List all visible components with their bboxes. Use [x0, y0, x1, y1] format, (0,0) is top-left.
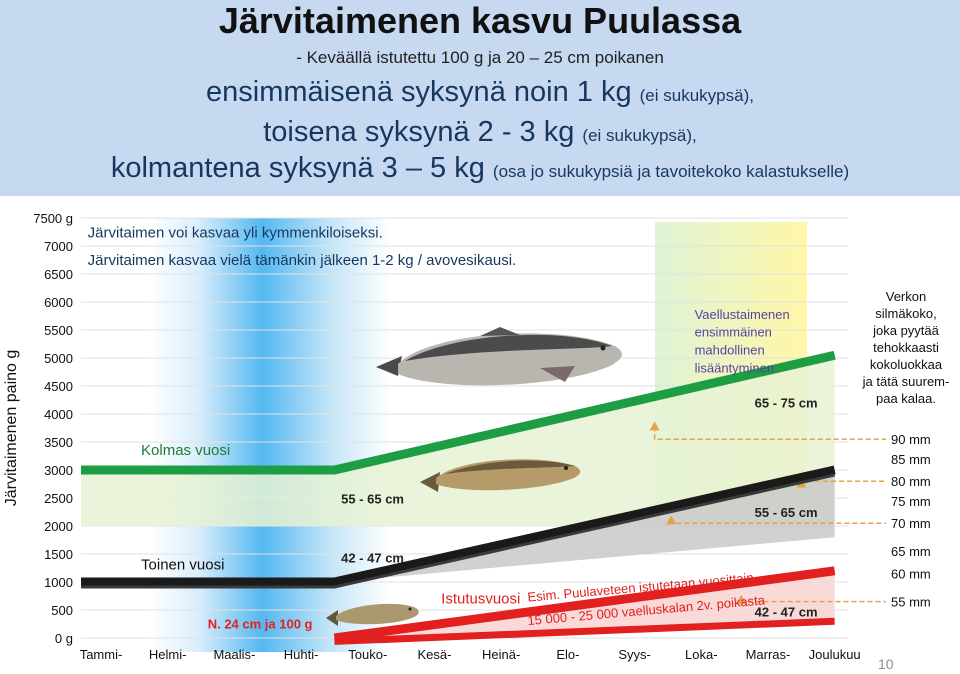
growth-line-3-note: (osa jo sukukypsiä ja tavoitekoko kalast…: [492, 162, 850, 181]
y-tick-label-8: 3500: [44, 435, 73, 450]
annotation-7: 55 - 65 cm: [755, 505, 818, 520]
y-tick-label-5: 5000: [44, 351, 73, 366]
growth-chart: 7500 g 7000 6500 6000 5500 5000 4500 4000 3500 30…: [3, 211, 950, 662]
mesh-size-2: 80 mm: [891, 474, 931, 489]
y-tick-label-3: 6000: [44, 295, 73, 310]
fish-medium-icon: [420, 459, 581, 492]
annotation-2: Kolmas vuosi: [141, 442, 230, 459]
annotation-15: mahdollinen: [695, 343, 765, 358]
annotation-5: 42 - 47 cm: [341, 550, 404, 565]
x-tick-label-0: Tammi-: [80, 647, 123, 662]
annotation-3: Toinen vuosi: [141, 557, 224, 574]
x-tick-label-5: Kesä-: [418, 647, 452, 662]
mesh-header-2: joka pyytää: [872, 323, 940, 338]
x-tick-label-3: Huhti-: [284, 647, 319, 662]
x-tick-label-1: Helmi-: [149, 647, 187, 662]
growth-line-2-note: (ei sukukypsä),: [582, 126, 697, 145]
annotation-6: 65 - 75 cm: [755, 395, 818, 410]
y-tick-label-15: 0 g: [55, 631, 73, 646]
growth-line-1-note: (ei sukukypsä),: [639, 86, 754, 105]
mesh-header-0: Verkon: [886, 289, 926, 304]
marker-triangle-0: [649, 421, 660, 431]
growth-line-3: kolmantena syksynä 3 – 5 kg (osa jo suku…: [0, 152, 960, 185]
x-tick-label-9: Loka-: [685, 647, 718, 662]
fish-small-icon: [326, 603, 419, 626]
slide-number: 10: [878, 656, 894, 672]
y-tick-label-14: 500: [51, 603, 73, 618]
mesh-header-4: kokoluokkaa: [870, 357, 943, 372]
mesh-header-1: silmäkoko,: [875, 306, 936, 321]
series-line-1: [81, 465, 836, 587]
mesh-connector-0: [653, 426, 886, 440]
marker-triangle-1: [666, 515, 677, 525]
annotation-1: Järvitaimen kasvaa vielä tämänkin jälkee…: [88, 252, 517, 269]
growth-line-2-main: toisena syksynä 2 - 3 kg: [263, 116, 575, 148]
marker-triangle-3: [736, 594, 747, 604]
growth-lines: [81, 350, 836, 645]
mesh-header-5: ja tätä suurem-: [862, 374, 950, 389]
x-tick-label-4: Touko-: [348, 647, 387, 662]
y-tick-label-9: 3000: [44, 463, 73, 478]
mesh-size-4: 70 mm: [891, 516, 931, 531]
annotation-14: ensimmäinen: [695, 325, 772, 340]
y-axis-label: Järvitaimenen paino g: [3, 350, 20, 507]
growth-line-1: ensimmäisenä syksynä noin 1 kg (ei sukuk…: [0, 76, 960, 109]
growth-line-2: toisena syksynä 2 - 3 kg (ei sukukypsä),: [0, 116, 960, 149]
y-tick-label-12: 1500: [44, 547, 73, 562]
y-tick-label-6: 4500: [44, 379, 73, 394]
growth-line-3-main: kolmantena syksynä 3 – 5 kg: [110, 152, 485, 184]
mesh-size-1: 85 mm: [891, 452, 931, 467]
mesh-size-5: 65 mm: [891, 544, 931, 559]
annotation-13: Vaellustaimenen: [695, 307, 790, 322]
y-tick-label-4: 5500: [44, 323, 73, 338]
y-tick-label-13: 1000: [44, 575, 73, 590]
fish-large-icon: [376, 327, 622, 386]
y-tick-label-10: 2500: [44, 491, 73, 506]
mesh-header-3: tehokkaasti: [873, 340, 939, 355]
annotation-16: lisääntyminen: [695, 361, 775, 376]
mesh-size-0: 90 mm: [891, 432, 931, 447]
y-tick-label-1: 7000: [44, 239, 73, 254]
x-tick-label-8: Syys-: [618, 647, 651, 662]
x-tick-label-7: Elo-: [556, 647, 579, 662]
x-tick-label-11: Joulukuu: [809, 647, 861, 662]
series-line-shadow: [81, 473, 835, 589]
mesh-size-6: 60 mm: [891, 567, 931, 582]
series-line-0: [81, 350, 836, 475]
series-line-2: [333, 566, 836, 643]
x-tick-label-2: Maalis-: [213, 647, 255, 662]
x-tick-label-10: Marras-: [746, 647, 791, 662]
mesh-size-3: 75 mm: [891, 494, 931, 509]
annotation-4: 55 - 65 cm: [341, 492, 404, 507]
series-line-red-lower: [334, 617, 835, 645]
y-tick-label-2: 6500: [44, 267, 73, 282]
y-tick-label-11: 2000: [44, 519, 73, 534]
y-tick-label-7: 4000: [44, 407, 73, 422]
mesh-legend: Verkon silmäkoko, joka pyytää tehokkaasti ko…: [862, 289, 950, 610]
y-tick-label-0: 7500 g: [33, 211, 73, 226]
mesh-size-7: 55 mm: [891, 595, 931, 610]
annotation-9: Istutusvuosi: [441, 590, 520, 607]
x-tick-label-6: Heinä-: [482, 647, 520, 662]
subtitle: - Keväällä istutettu 100 g ja 20 – 25 cm…: [296, 48, 664, 67]
band-year3: [81, 355, 835, 526]
header-banner: Järvitaimenen kasvu Puulassa - Keväällä …: [0, 0, 960, 196]
growth-line-1-main: ensimmäisenä syksynä noin 1 kg: [206, 76, 632, 108]
axes: 7500 g 7000 6500 6000 5500 5000 4500 4000 3500 30…: [3, 211, 861, 662]
annotation-0: Järvitaimen voi kasvaa yli kymmenkiloise…: [88, 225, 383, 242]
annotation-10: N. 24 cm ja 100 g: [208, 616, 313, 631]
annotation-8: 42 - 47 cm: [755, 605, 818, 620]
mesh-header-6: paa kalaa.: [876, 391, 936, 406]
page-title: Järvitaimenen kasvu Puulassa: [218, 0, 742, 41]
